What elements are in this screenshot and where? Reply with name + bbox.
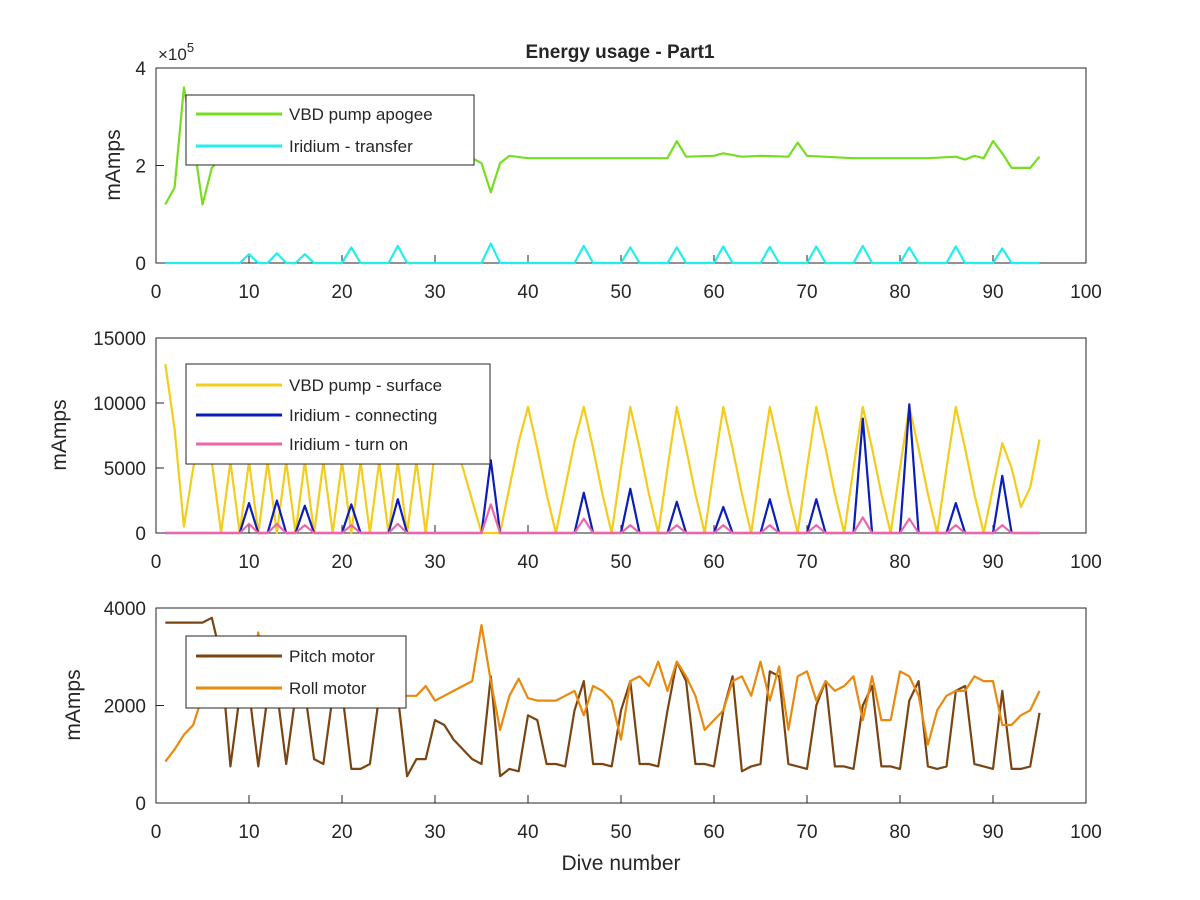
x-tick-label: 40 <box>517 552 538 573</box>
x-tick-label: 30 <box>424 282 445 303</box>
y-ticks: 0 2 4 <box>135 59 164 275</box>
series-line-vbd-pump-surface <box>164 363 1041 535</box>
series-lines <box>164 363 1041 535</box>
chart-title: Energy usage - Part1 <box>525 42 714 63</box>
x-tick-label: 30 <box>424 822 445 843</box>
x-tick-label: 50 <box>610 822 631 843</box>
legend-label: VBD pump - surface <box>289 376 442 395</box>
legend: VBD pump apogee Iridium - transfer <box>185 94 475 166</box>
middle-panel: 0 10 20 30 40 50 60 70 80 90 100 0 5000 10000 15000 m… <box>48 329 1102 573</box>
x-tick-label: 90 <box>982 282 1003 303</box>
x-axis-label: Dive number <box>561 852 680 875</box>
x-tick-label: 40 <box>517 822 538 843</box>
x-tick-label: 40 <box>517 282 538 303</box>
x-tick-label: 50 <box>610 282 631 303</box>
x-tick-label: 70 <box>796 552 817 573</box>
y-tick-label: 10000 <box>93 394 146 415</box>
x-tick-label: 0 <box>151 822 162 843</box>
x-tick-label: 60 <box>703 822 724 843</box>
y-tick-label: 0 <box>135 524 146 545</box>
x-tick-label: 10 <box>238 552 259 573</box>
legend: Pitch motor Roll motor <box>185 635 407 709</box>
legend-label: VBD pump apogee <box>289 105 433 124</box>
y-ticks: 0 5000 10000 15000 <box>93 329 164 545</box>
x-tick-label: 60 <box>703 282 724 303</box>
y-exponent: ×105 <box>158 40 194 64</box>
x-tick-label: 100 <box>1070 552 1102 573</box>
y-axis-label: mAmps <box>48 399 71 470</box>
series-line-iridium-turn-on <box>165 503 1040 535</box>
y-tick-label: 5000 <box>104 459 146 480</box>
x-tick-label: 70 <box>796 822 817 843</box>
legend-label: Roll motor <box>289 679 367 698</box>
y-tick-label: 0 <box>135 794 146 815</box>
x-tick-label: 20 <box>331 552 352 573</box>
x-tick-label: 90 <box>982 552 1003 573</box>
y-tick-label: 2 <box>135 157 146 178</box>
legend: VBD pump - surface Iridium - connecting … <box>185 363 491 465</box>
y-tick-label: 15000 <box>93 329 146 350</box>
legend-label: Iridium - connecting <box>289 406 437 425</box>
series-line-iridium-transfer <box>165 242 1040 265</box>
y-ticks: 0 2000 4000 <box>104 599 164 815</box>
top-panel: 0 10 20 30 40 50 60 70 80 90 100 0 2 4 ×105 mAmps VB… <box>102 40 1102 303</box>
x-tick-label: 70 <box>796 282 817 303</box>
y-tick-label: 0 <box>135 254 146 275</box>
x-ticks: 0 10 20 30 40 50 60 70 80 90 100 <box>151 795 1102 843</box>
y-axis-label: mAmps <box>102 129 125 200</box>
x-tick-label: 100 <box>1070 282 1102 303</box>
y-exponent-mult: ×10 <box>158 45 187 64</box>
y-axis-label: mAmps <box>62 669 85 740</box>
legend-label: Pitch motor <box>289 647 375 666</box>
x-tick-label: 0 <box>151 552 162 573</box>
x-tick-label: 10 <box>238 282 259 303</box>
x-tick-label: 30 <box>424 552 445 573</box>
x-tick-label: 80 <box>889 282 910 303</box>
x-tick-label: 90 <box>982 822 1003 843</box>
x-tick-label: 20 <box>331 282 352 303</box>
legend-box <box>185 94 475 166</box>
legend-label: Iridium - transfer <box>289 137 413 156</box>
x-tick-label: 60 <box>703 552 724 573</box>
x-tick-label: 20 <box>331 822 352 843</box>
x-tick-label: 10 <box>238 822 259 843</box>
y-exponent-power: 5 <box>187 40 194 55</box>
y-tick-label: 2000 <box>104 697 146 718</box>
x-ticks: 0 10 20 30 40 50 60 70 80 90 100 <box>151 255 1102 303</box>
legend-box <box>185 635 407 709</box>
x-tick-label: 50 <box>610 552 631 573</box>
x-tick-label: 80 <box>889 552 910 573</box>
bottom-panel: 0 10 20 30 40 50 60 70 80 90 100 0 2000 4000 mAmps D… <box>62 599 1102 875</box>
x-ticks: 0 10 20 30 40 50 60 70 80 90 100 <box>151 525 1102 573</box>
series-line-pitch-motor <box>165 616 1041 778</box>
x-tick-label: 0 <box>151 282 162 303</box>
x-tick-label: 80 <box>889 822 910 843</box>
y-tick-label: 4000 <box>104 599 146 620</box>
x-tick-label: 100 <box>1070 822 1102 843</box>
y-tick-label: 4 <box>135 59 146 80</box>
legend-label: Iridium - turn on <box>289 435 408 454</box>
